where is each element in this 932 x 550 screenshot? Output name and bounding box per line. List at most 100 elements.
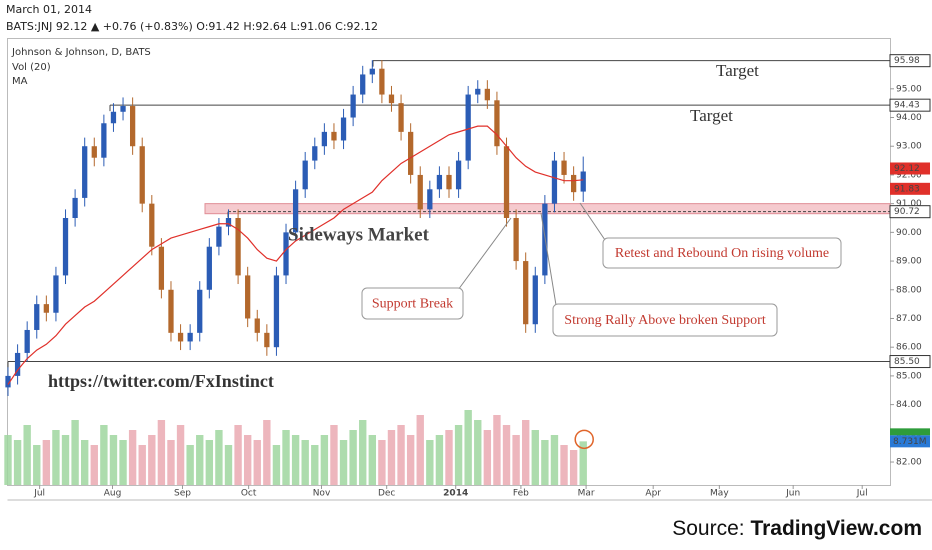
candle-body xyxy=(379,68,385,95)
volume-bar xyxy=(224,445,233,485)
volume-bar xyxy=(23,425,31,485)
volume-bar xyxy=(71,420,79,485)
x-tick-label: Sep xyxy=(174,489,191,499)
volume-bar xyxy=(368,435,376,485)
volume-bar xyxy=(81,440,89,485)
quote: BATS:JNJ 92.12 ▲ +0.76 (+0.83%) O:91.42 … xyxy=(6,20,378,33)
candle-body xyxy=(494,100,500,147)
candle-body xyxy=(82,146,88,198)
volume-bar xyxy=(522,420,530,485)
level-tag xyxy=(889,98,931,112)
volume-bar xyxy=(320,435,329,485)
candle-body xyxy=(321,131,328,147)
volume-bar xyxy=(33,445,41,485)
y-tick-label: 95.00 xyxy=(896,84,922,94)
candle-body xyxy=(465,94,471,161)
volume-bar xyxy=(406,435,415,485)
volume-bar xyxy=(483,430,492,485)
volume-label: 8.731M xyxy=(893,437,927,447)
candle-body xyxy=(62,218,69,276)
y-tick-label: 86.00 xyxy=(896,343,922,353)
candle-body xyxy=(120,106,126,112)
volume-bar xyxy=(435,435,444,485)
candle-body xyxy=(24,329,30,353)
annotation: Target xyxy=(690,106,733,125)
volume-bar xyxy=(349,430,357,485)
volume-bar xyxy=(378,440,386,485)
callout-box xyxy=(552,303,778,337)
candle-body xyxy=(206,246,212,290)
volume-bar xyxy=(359,420,367,485)
level-label: 95.98 xyxy=(894,56,920,66)
candle-body xyxy=(369,68,375,75)
candle-body xyxy=(254,318,260,333)
volume-bar xyxy=(541,440,549,485)
volume-bar xyxy=(109,435,118,485)
x-tick-label: Apr xyxy=(645,489,661,499)
x-tick-label: 2014 xyxy=(443,489,468,499)
level-label: 85.50 xyxy=(894,357,920,367)
volume-bar xyxy=(301,440,309,485)
volume-bar xyxy=(138,445,146,485)
volume-highlight xyxy=(574,429,594,450)
volume-bar xyxy=(474,420,482,485)
candle-body xyxy=(283,232,289,276)
indicator: Vol (20) xyxy=(12,62,51,73)
y-tick-label: 93.00 xyxy=(896,142,922,152)
level-label: 90.72 xyxy=(894,207,920,217)
volume-bar xyxy=(61,435,70,485)
last-price-tag xyxy=(890,162,930,175)
candle-body xyxy=(149,203,155,247)
source: Source: TradingView.com xyxy=(672,517,922,540)
callout-box xyxy=(361,287,464,320)
x-tick-label: Aug xyxy=(104,489,122,499)
level-label: 94.43 xyxy=(894,101,920,111)
volume-bar xyxy=(263,420,271,485)
candle-body xyxy=(264,332,270,348)
source-prefix: Source: xyxy=(672,517,744,540)
candle-body xyxy=(455,160,462,190)
candle-body xyxy=(513,218,519,262)
source-name: TradingView.com xyxy=(750,517,922,540)
candle-body xyxy=(446,174,452,190)
x-tick-label: Jul xyxy=(33,489,45,499)
x-tick-label: Dec xyxy=(378,489,395,499)
candle-body xyxy=(158,246,165,290)
candle-body xyxy=(177,332,184,342)
volume-bar xyxy=(205,440,214,485)
volume-bar xyxy=(157,420,166,485)
candle-body xyxy=(570,174,577,193)
volume-bar xyxy=(464,410,472,485)
callout-text: Strong Rally Above broken Support xyxy=(564,313,766,328)
volume-bar xyxy=(387,430,396,485)
volume-tag xyxy=(890,435,930,448)
candle-body xyxy=(225,218,232,227)
volume-bar xyxy=(90,445,98,485)
volume-bar xyxy=(186,445,194,485)
callout-line xyxy=(579,202,606,241)
volume-bar xyxy=(445,430,453,485)
level-tag xyxy=(889,355,931,369)
candle-body xyxy=(350,94,356,118)
y-tick-label: 90.00 xyxy=(896,228,922,238)
y-tick-label: 82.00 xyxy=(896,458,922,468)
candle-body xyxy=(398,103,404,132)
candle-body xyxy=(110,111,117,124)
volume-bar xyxy=(253,440,261,485)
candle-body xyxy=(34,304,40,330)
annotation: Sideways Market xyxy=(288,224,430,245)
y-tick-label: 91.00 xyxy=(896,199,922,209)
volume-bar xyxy=(569,450,578,485)
annotation-url: https://twitter.com/FxInstinct xyxy=(48,371,274,391)
volume-bar xyxy=(330,425,338,485)
volume-bar xyxy=(397,425,405,485)
y-tick-label: 87.00 xyxy=(896,314,922,324)
volume-bar xyxy=(502,425,511,485)
candle-body xyxy=(101,123,107,158)
candle-body xyxy=(292,189,299,233)
candle-body xyxy=(561,160,567,175)
candle-body xyxy=(580,171,586,192)
candle-body xyxy=(331,131,337,141)
candle-body xyxy=(216,226,222,247)
candle-body xyxy=(312,146,318,161)
